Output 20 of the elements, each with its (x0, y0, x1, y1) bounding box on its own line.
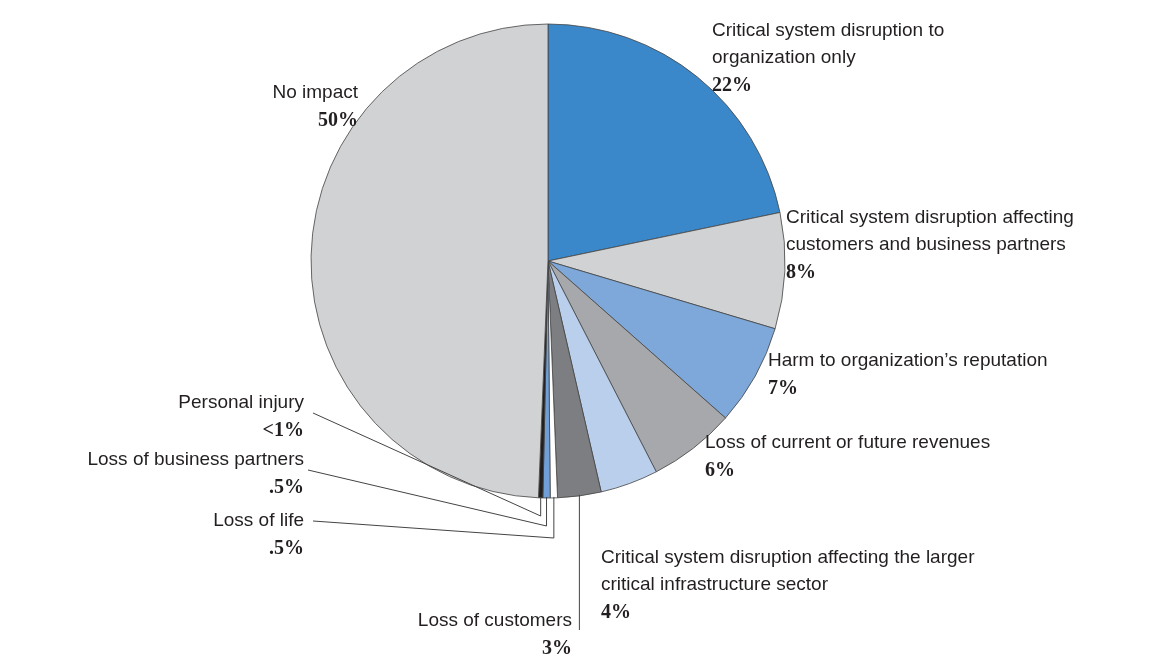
data-label: .5% (269, 475, 304, 497)
slice-label: Loss of current or future revenues (705, 431, 991, 452)
slice-label: No impact (272, 81, 359, 102)
slice-label: Critical system disruption affecting customers and business partners (786, 206, 1074, 254)
data-label: 6% (705, 458, 735, 480)
data-label: 4% (601, 600, 631, 622)
data-label: 7% (768, 376, 798, 398)
data-label: 50% (318, 108, 358, 130)
slice-label: Loss of life (213, 509, 304, 530)
slice-label: Critical system disruption affecting the larger critical infrastructure sector (601, 546, 976, 594)
slice-label: Loss of customers (417, 609, 572, 630)
data-label: 8% (786, 260, 816, 282)
data-label: <1% (262, 418, 304, 440)
slice-label: Loss of business partners (87, 448, 304, 469)
data-label: 3% (542, 636, 572, 656)
slice-label: Critical system disruption to organization only (712, 19, 945, 67)
data-label: .5% (269, 536, 304, 558)
slice-label: Harm to organization’s reputation (768, 349, 1048, 370)
slice-label: Personal injury (178, 391, 305, 412)
data-label: 22% (712, 73, 752, 95)
